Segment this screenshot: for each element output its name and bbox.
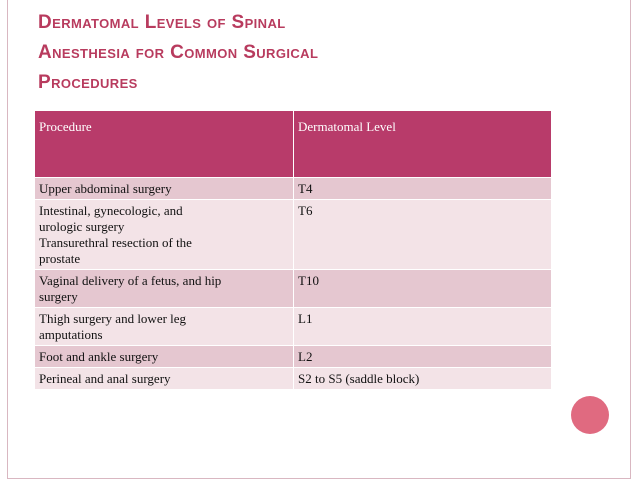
- table-row: Vaginal delivery of a fetus, and hip sur…: [34, 269, 552, 308]
- procedure-text: Thigh surgery and lower leg: [39, 311, 187, 326]
- header-dermatomal-level: Dermatomal Level: [293, 110, 552, 178]
- procedure-text: prostate: [39, 251, 81, 266]
- slide-title: Dermatomal Levels of Spinal Anesthesia f…: [38, 8, 598, 98]
- title-line-3: Procedures: [38, 72, 138, 93]
- table-row: Intestinal, gynecologic, and urologic su…: [34, 199, 552, 270]
- procedure-text: urologic surgery: [39, 219, 125, 234]
- procedure-cell: Upper abdominal surgery: [34, 177, 294, 200]
- table-header-row: Procedure Dermatomal Level: [34, 110, 552, 178]
- table-row: Thigh surgery and lower leg amputations …: [34, 307, 552, 346]
- procedure-text: Vaginal delivery of a fetus, and hip: [39, 273, 222, 288]
- slide-right-border: [630, 0, 631, 479]
- procedure-cell: Perineal and anal surgery: [34, 367, 294, 390]
- procedure-text: Transurethral resection of the: [39, 235, 192, 250]
- title-line-1: Dermatomal Levels of Spinal: [38, 12, 286, 33]
- level-cell: T10: [293, 269, 552, 308]
- procedure-cell: Foot and ankle surgery: [34, 345, 294, 368]
- title-line-2: Anesthesia for Common Surgical: [38, 42, 319, 63]
- procedure-cell: Vaginal delivery of a fetus, and hip sur…: [34, 269, 294, 308]
- table-row: Foot and ankle surgery L2: [34, 345, 552, 368]
- procedure-text: Perineal and anal surgery: [39, 371, 171, 386]
- procedure-cell: Thigh surgery and lower leg amputations: [34, 307, 294, 346]
- level-cell: T4: [293, 177, 552, 200]
- level-cell: T6: [293, 199, 552, 270]
- procedure-text: Intestinal, gynecologic, and: [39, 203, 183, 218]
- procedure-text: amputations: [39, 327, 103, 342]
- procedure-text: Upper abdominal surgery: [39, 181, 172, 196]
- header-procedure: Procedure: [34, 110, 294, 178]
- procedure-text: Foot and ankle surgery: [39, 349, 159, 364]
- level-cell: L2: [293, 345, 552, 368]
- procedure-cell: Intestinal, gynecologic, and urologic su…: [34, 199, 294, 270]
- slide-left-border: [7, 0, 8, 479]
- level-cell: L1: [293, 307, 552, 346]
- decorative-circle: [571, 396, 609, 434]
- table-row: Upper abdominal surgery T4: [34, 177, 552, 200]
- procedure-text: surgery: [39, 289, 78, 304]
- dermatomal-levels-table: Procedure Dermatomal Level Upper abdomin…: [34, 110, 552, 390]
- level-cell: S2 to S5 (saddle block): [293, 367, 552, 390]
- table-row: Perineal and anal surgery S2 to S5 (sadd…: [34, 367, 552, 390]
